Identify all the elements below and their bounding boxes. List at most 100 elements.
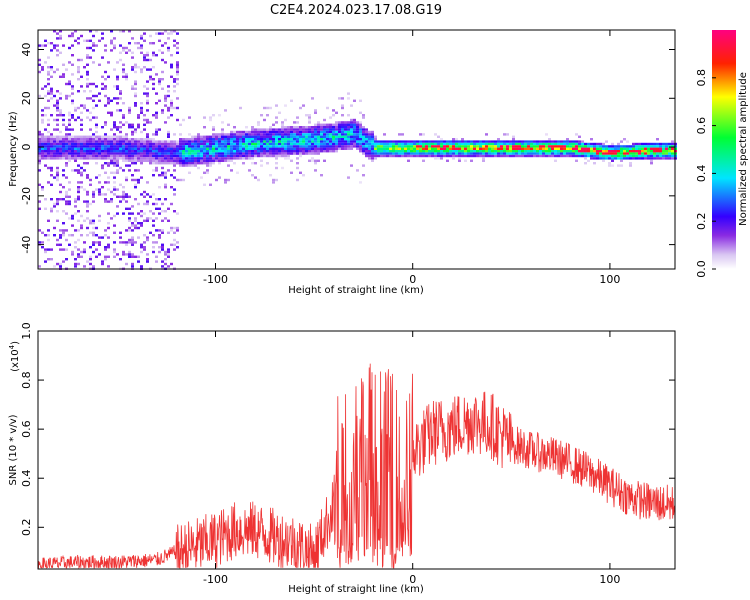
spectrogram-cell <box>164 140 167 143</box>
spectrogram-cell <box>257 147 260 150</box>
spectrogram-cell <box>200 157 203 160</box>
spectrogram-cell <box>407 142 410 146</box>
spectrogram-cell <box>665 145 668 148</box>
spectrogram-cell <box>587 142 590 146</box>
spectrogram-cell <box>287 126 290 129</box>
spectrogram-cell <box>161 171 164 174</box>
spectrogram-cell <box>161 162 164 165</box>
spectrogram-cell <box>47 92 50 95</box>
spectrogram-cell <box>248 130 251 134</box>
spectrogram-cell <box>155 255 158 258</box>
spectrogram-cell <box>140 214 143 218</box>
spectrogram-cell <box>185 164 188 167</box>
spectrogram-cell <box>155 142 158 146</box>
snr-xtick-label: 0 <box>409 573 416 586</box>
spectrogram-cell <box>227 140 230 143</box>
spectrogram-cell <box>395 152 398 155</box>
spectrogram-cell <box>365 147 368 150</box>
spectrogram-cell <box>122 75 125 78</box>
spectrogram-cell <box>518 152 521 155</box>
spectrogram-cell <box>50 140 53 143</box>
spectrogram-cell <box>320 138 323 141</box>
spectrogram-cell <box>137 260 140 263</box>
spectrogram-cell <box>182 154 185 158</box>
spectrogram-cell <box>302 140 305 143</box>
spectrogram-cell <box>98 140 101 143</box>
spectrogram-cell <box>86 70 89 74</box>
spectrogram-cell <box>149 162 152 165</box>
spectrogram-cell <box>461 140 464 143</box>
spectrogram-cell <box>605 154 608 158</box>
snr-ylabel: SNR (10 * v/v) <box>8 414 19 485</box>
spectrogram-cell <box>164 42 167 45</box>
spectrogram-cell <box>659 152 662 155</box>
spectrogram-cell <box>254 133 257 136</box>
spectrogram-cell <box>44 85 47 88</box>
spectrogram-cell <box>137 157 140 160</box>
spectrogram-cell <box>98 150 101 153</box>
spectrogram-cell <box>311 157 314 160</box>
spectrogram-cell <box>128 241 131 244</box>
spectrogram-cell <box>137 222 140 225</box>
spectrogram-cell <box>311 97 314 100</box>
spectrogram-cell <box>611 142 614 146</box>
spectrogram-cell <box>122 186 125 189</box>
spectrogram-cell <box>575 154 578 158</box>
spectrogram-cell <box>110 135 113 138</box>
spectrogram-cell <box>671 140 674 143</box>
spectrogram-cells <box>38 30 677 270</box>
spectrogram-cell <box>47 90 50 93</box>
spectrogram-cell <box>575 150 578 153</box>
spectrogram-cell <box>272 147 275 150</box>
spectrogram-cell <box>218 114 221 117</box>
spectrogram-cell <box>122 152 125 155</box>
spectrogram-cell <box>239 157 242 160</box>
spectrogram-cell <box>140 176 143 179</box>
spectrogram-cell <box>65 128 68 131</box>
spectrogram-cell <box>434 133 437 136</box>
spectrogram-cell <box>269 130 272 134</box>
spectrogram-cell <box>482 142 485 146</box>
spectrogram-cell <box>281 142 284 146</box>
spectrogram-cell <box>542 154 545 158</box>
spectrogram-cell <box>98 157 101 160</box>
spectrogram-cell <box>380 145 383 148</box>
spectrogram-cell <box>170 106 173 110</box>
spectrogram-cell <box>62 231 65 234</box>
spectrogram-cell <box>617 150 620 153</box>
spectrogram-cell <box>665 154 668 158</box>
spectrogram-xtick-label: -100 <box>203 273 228 286</box>
spectrogram-cell <box>167 145 170 148</box>
spectrogram-cell <box>140 70 143 74</box>
spectrogram-cell <box>131 224 134 227</box>
spectrogram-cell <box>647 154 650 158</box>
snr-ytick-label: 0.8 <box>20 371 33 389</box>
spectrogram-cell <box>242 135 245 138</box>
spectrogram-cell <box>455 138 458 141</box>
spectrogram-cell <box>143 150 146 153</box>
spectrogram-cell <box>56 174 59 177</box>
spectrogram-cell <box>176 162 179 165</box>
spectrogram-cell <box>203 171 206 174</box>
spectrogram-cell <box>554 159 557 162</box>
spectrogram-cell <box>128 159 131 162</box>
spectrogram-cell <box>101 262 104 266</box>
spectrogram-cell <box>668 145 671 148</box>
spectrogram-cell <box>338 128 341 131</box>
spectrogram-cell <box>71 99 74 102</box>
spectrogram-cell <box>317 140 320 143</box>
spectrogram-cell <box>344 138 347 141</box>
spectrogram-cell <box>134 157 137 160</box>
spectrogram-cell <box>332 150 335 153</box>
spectrogram-cell <box>275 166 278 170</box>
spectrogram-cell <box>653 152 656 155</box>
spectrogram-cell <box>245 142 248 146</box>
spectrogram-cell <box>308 126 311 129</box>
spectrogram-cell <box>395 154 398 158</box>
spectrogram-cell <box>554 154 557 158</box>
spectrogram-cell <box>59 145 62 148</box>
spectrogram-cell <box>491 142 494 146</box>
spectrogram-cell <box>212 147 215 150</box>
spectrogram-cell <box>302 138 305 141</box>
spectrogram-cell <box>323 150 326 153</box>
